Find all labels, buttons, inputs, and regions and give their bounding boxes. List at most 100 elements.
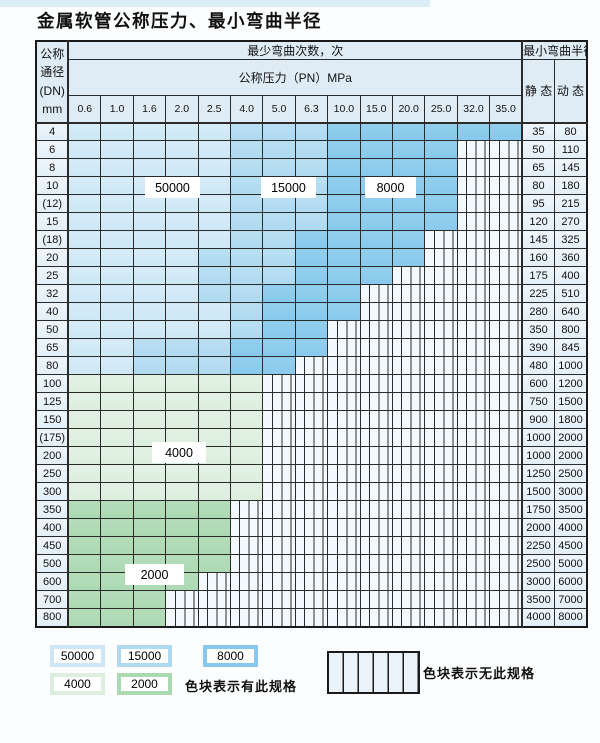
dynamic-value-cell: 5000 bbox=[554, 554, 588, 573]
spec-cell bbox=[132, 194, 167, 213]
spec-cell bbox=[100, 212, 134, 231]
static-value-cell: 65 bbox=[521, 158, 556, 177]
no-spec-cell bbox=[327, 410, 361, 429]
dynamic-value-cell: 325 bbox=[554, 230, 588, 249]
spec-cell bbox=[165, 482, 199, 501]
no-spec-cell bbox=[391, 554, 426, 573]
spec-cell bbox=[100, 410, 134, 429]
spec-cell bbox=[165, 500, 199, 519]
spec-cell bbox=[67, 590, 102, 609]
no-spec-cell bbox=[359, 536, 393, 555]
dynamic-value-cell: 7000 bbox=[554, 590, 588, 609]
no-spec-cell bbox=[424, 302, 458, 321]
spec-cell bbox=[229, 446, 264, 465]
static-value-cell: 3500 bbox=[521, 590, 556, 609]
no-spec-cell bbox=[391, 356, 426, 375]
spec-cell bbox=[67, 500, 102, 519]
no-spec-cell bbox=[489, 266, 523, 285]
static-value-cell: 120 bbox=[521, 212, 556, 231]
spec-cell bbox=[197, 302, 231, 321]
no-spec-cell bbox=[327, 320, 361, 339]
spec-cell bbox=[132, 338, 167, 357]
no-spec-cell bbox=[229, 590, 264, 609]
no-spec-cell bbox=[294, 374, 329, 393]
static-value-cell: 1750 bbox=[521, 500, 556, 519]
spec-cell bbox=[67, 446, 102, 465]
spec-cell bbox=[100, 230, 134, 249]
no-spec-cell bbox=[262, 518, 296, 537]
legend-chip-label: 2000 bbox=[121, 677, 168, 691]
spec-cell bbox=[294, 302, 329, 321]
no-spec-cell bbox=[456, 212, 491, 231]
no-spec-cell bbox=[391, 446, 426, 465]
table-row: 50 350 800 bbox=[35, 320, 588, 339]
spec-cell bbox=[67, 572, 102, 591]
no-spec-cell bbox=[229, 518, 264, 537]
table-row: 80 480 1000 bbox=[35, 356, 588, 375]
table-row: 150 900 1800 bbox=[35, 410, 588, 429]
spec-cell bbox=[391, 140, 426, 159]
spec-cell bbox=[197, 464, 231, 483]
no-spec-cell bbox=[294, 446, 329, 465]
spec-cell bbox=[197, 158, 231, 177]
spec-cell bbox=[327, 158, 361, 177]
dn-cell: 15 bbox=[35, 212, 70, 231]
no-spec-cell bbox=[327, 356, 361, 375]
spec-cell bbox=[100, 518, 134, 537]
spec-cell bbox=[262, 248, 296, 267]
static-value-cell: 80 bbox=[521, 176, 556, 195]
spec-cell bbox=[359, 230, 393, 249]
no-spec-cell bbox=[489, 464, 523, 483]
table-row: 8 65 145 bbox=[35, 158, 588, 177]
table-row: 32 225 510 bbox=[35, 284, 588, 303]
no-spec-cell bbox=[294, 500, 329, 519]
spec-cell bbox=[165, 266, 199, 285]
pressure-col-header: 15.0 bbox=[359, 95, 393, 124]
no-spec-cell bbox=[391, 464, 426, 483]
no-spec-cell bbox=[456, 266, 491, 285]
spec-cell bbox=[165, 518, 199, 537]
table-row: 300 1500 3000 bbox=[35, 482, 588, 501]
no-spec-cell bbox=[262, 392, 296, 411]
dn-cell: 20 bbox=[35, 248, 70, 267]
no-spec-cell bbox=[359, 608, 393, 627]
no-spec-cell bbox=[456, 374, 491, 393]
pressure-col-header: 35.0 bbox=[489, 95, 523, 124]
dynamic-value-cell: 800 bbox=[554, 320, 588, 339]
spec-cell bbox=[327, 284, 361, 303]
dynamic-value-cell: 2000 bbox=[554, 428, 588, 447]
region-label: 2000 bbox=[125, 564, 184, 585]
dynamic-value-cell: 3000 bbox=[554, 482, 588, 501]
no-spec-cell bbox=[424, 446, 458, 465]
dynamic-value-cell: 110 bbox=[554, 140, 588, 159]
pressure-col-header: 6.3 bbox=[294, 95, 329, 124]
spec-cell bbox=[424, 194, 458, 213]
table-row: 450 2250 4500 bbox=[35, 536, 588, 555]
spec-cell bbox=[165, 194, 199, 213]
table-row: 125 750 1500 bbox=[35, 392, 588, 411]
no-spec-cell bbox=[489, 248, 523, 267]
pressure-col-header: 32.0 bbox=[456, 95, 491, 124]
spec-cell bbox=[262, 194, 296, 213]
pressure-col-header: 20.0 bbox=[391, 95, 426, 124]
no-spec-cell bbox=[327, 608, 361, 627]
spec-cell bbox=[197, 248, 231, 267]
dn-cell: 350 bbox=[35, 500, 70, 519]
spec-cell bbox=[100, 356, 134, 375]
spec-cell bbox=[100, 338, 134, 357]
dn-cell: 80 bbox=[35, 356, 70, 375]
dn-cell: (12) bbox=[35, 194, 70, 213]
spec-cell bbox=[262, 212, 296, 231]
spec-cell bbox=[424, 176, 458, 195]
spec-cell bbox=[229, 356, 264, 375]
spec-cell bbox=[165, 536, 199, 555]
table-row: (175) 1000 2000 bbox=[35, 428, 588, 447]
no-spec-cell bbox=[359, 572, 393, 591]
spec-cell bbox=[67, 374, 102, 393]
no-spec-cell bbox=[327, 518, 361, 537]
no-spec-cell bbox=[262, 572, 296, 591]
dynamic-value-cell: 3500 bbox=[554, 500, 588, 519]
spec-cell bbox=[100, 464, 134, 483]
spec-cell bbox=[229, 248, 264, 267]
